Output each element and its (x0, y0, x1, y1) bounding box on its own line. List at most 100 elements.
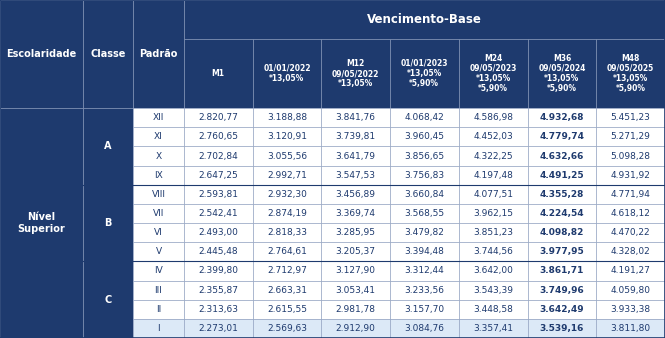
Bar (597, 127, 665, 146)
Bar (321, 166, 390, 185)
Bar (597, 223, 665, 242)
Text: 01/01/2023
*13,05%
*5,90%: 01/01/2023 *13,05% *5,90% (400, 59, 448, 88)
Text: 2.615,55: 2.615,55 (267, 305, 307, 314)
Text: IV: IV (154, 266, 163, 275)
Text: 4.932,68: 4.932,68 (539, 113, 584, 122)
Text: 3.479,82: 3.479,82 (404, 228, 444, 237)
Text: 2.992,71: 2.992,71 (267, 171, 307, 180)
Text: 3.962,15: 3.962,15 (473, 209, 513, 218)
Bar (82, 108, 133, 185)
Bar (527, 185, 597, 204)
Text: 3.448,58: 3.448,58 (473, 305, 513, 314)
Text: 4.771,94: 4.771,94 (610, 190, 650, 199)
Text: C: C (104, 295, 112, 305)
Text: 2.445,48: 2.445,48 (198, 247, 238, 256)
Bar (459, 223, 527, 242)
Text: 4.586,98: 4.586,98 (473, 113, 513, 122)
Text: 2.313,63: 2.313,63 (198, 305, 238, 314)
Bar (459, 127, 527, 146)
Text: 2.702,84: 2.702,84 (198, 151, 238, 161)
Bar (527, 223, 597, 242)
Bar (321, 204, 390, 223)
Bar (184, 242, 253, 261)
Text: B: B (104, 218, 112, 228)
Text: X: X (156, 151, 162, 161)
Text: 3.933,38: 3.933,38 (610, 305, 650, 314)
Text: 4.322,25: 4.322,25 (473, 151, 513, 161)
Text: 3.055,56: 3.055,56 (267, 151, 307, 161)
Bar (390, 185, 459, 204)
Text: 3.127,90: 3.127,90 (336, 266, 376, 275)
Text: 4.197,48: 4.197,48 (473, 171, 513, 180)
Text: 2.760,65: 2.760,65 (198, 132, 238, 141)
Bar (527, 261, 597, 281)
Bar (390, 146, 459, 166)
Text: 3.660,84: 3.660,84 (404, 190, 444, 199)
Bar (597, 281, 665, 300)
Text: 4.452,03: 4.452,03 (473, 132, 513, 141)
Bar (390, 242, 459, 261)
Text: II: II (156, 305, 161, 314)
Bar (184, 281, 253, 300)
Bar (184, 146, 253, 166)
Text: M48
09/05/2025
*13,05%
*5,90%: M48 09/05/2025 *13,05% *5,90% (607, 54, 654, 93)
Text: Padrão: Padrão (140, 49, 178, 59)
Bar (459, 242, 527, 261)
Text: 01/01/2022
*13,05%: 01/01/2022 *13,05% (263, 64, 311, 83)
Bar (527, 146, 597, 166)
Text: Escolaridade: Escolaridade (6, 49, 76, 59)
Bar (184, 223, 253, 242)
Text: 3.547,53: 3.547,53 (336, 171, 376, 180)
Bar (321, 319, 390, 338)
Bar (133, 242, 184, 261)
Text: 4.491,25: 4.491,25 (539, 171, 584, 180)
Text: 3.205,37: 3.205,37 (336, 247, 376, 256)
Text: 2.542,41: 2.542,41 (198, 209, 238, 218)
Text: 3.394,48: 3.394,48 (404, 247, 444, 256)
Text: 3.811,80: 3.811,80 (610, 324, 650, 333)
Text: 4.470,22: 4.470,22 (611, 228, 650, 237)
Text: I: I (157, 324, 160, 333)
Bar (82, 0, 133, 108)
Text: 2.818,33: 2.818,33 (267, 228, 307, 237)
Text: XII: XII (153, 113, 164, 122)
Bar (133, 281, 184, 300)
Bar (597, 185, 665, 204)
Text: IX: IX (154, 171, 163, 180)
Text: 5.451,23: 5.451,23 (610, 113, 650, 122)
Bar (527, 281, 597, 300)
Text: 3.568,55: 3.568,55 (404, 209, 444, 218)
Text: 3.188,88: 3.188,88 (267, 113, 307, 122)
Bar (133, 0, 184, 108)
Bar (390, 127, 459, 146)
Text: 2.569,63: 2.569,63 (267, 324, 307, 333)
Text: 3.357,41: 3.357,41 (473, 324, 513, 333)
Bar (184, 108, 253, 127)
Text: 3.285,95: 3.285,95 (336, 228, 376, 237)
Text: 3.084,76: 3.084,76 (404, 324, 444, 333)
Text: 2.647,25: 2.647,25 (198, 171, 238, 180)
Bar (184, 261, 253, 281)
Bar (321, 108, 390, 127)
Text: 3.960,45: 3.960,45 (404, 132, 444, 141)
Bar (184, 166, 253, 185)
Bar (527, 319, 597, 338)
Text: 2.764,61: 2.764,61 (267, 247, 307, 256)
Text: 4.191,27: 4.191,27 (610, 266, 650, 275)
Text: XI: XI (154, 132, 163, 141)
Bar (133, 185, 184, 204)
Text: 2.273,01: 2.273,01 (198, 324, 238, 333)
Bar (321, 185, 390, 204)
Bar (321, 242, 390, 261)
Text: 4.931,92: 4.931,92 (610, 171, 650, 180)
Text: 3.543,39: 3.543,39 (473, 286, 513, 295)
Bar (253, 204, 321, 223)
Text: 4.224,54: 4.224,54 (539, 209, 584, 218)
Text: 3.312,44: 3.312,44 (404, 266, 444, 275)
Bar (459, 261, 527, 281)
Bar (459, 204, 527, 223)
Text: 4.077,51: 4.077,51 (473, 190, 513, 199)
Text: A: A (104, 142, 112, 151)
Bar (527, 166, 597, 185)
Text: 4.068,42: 4.068,42 (404, 113, 444, 122)
